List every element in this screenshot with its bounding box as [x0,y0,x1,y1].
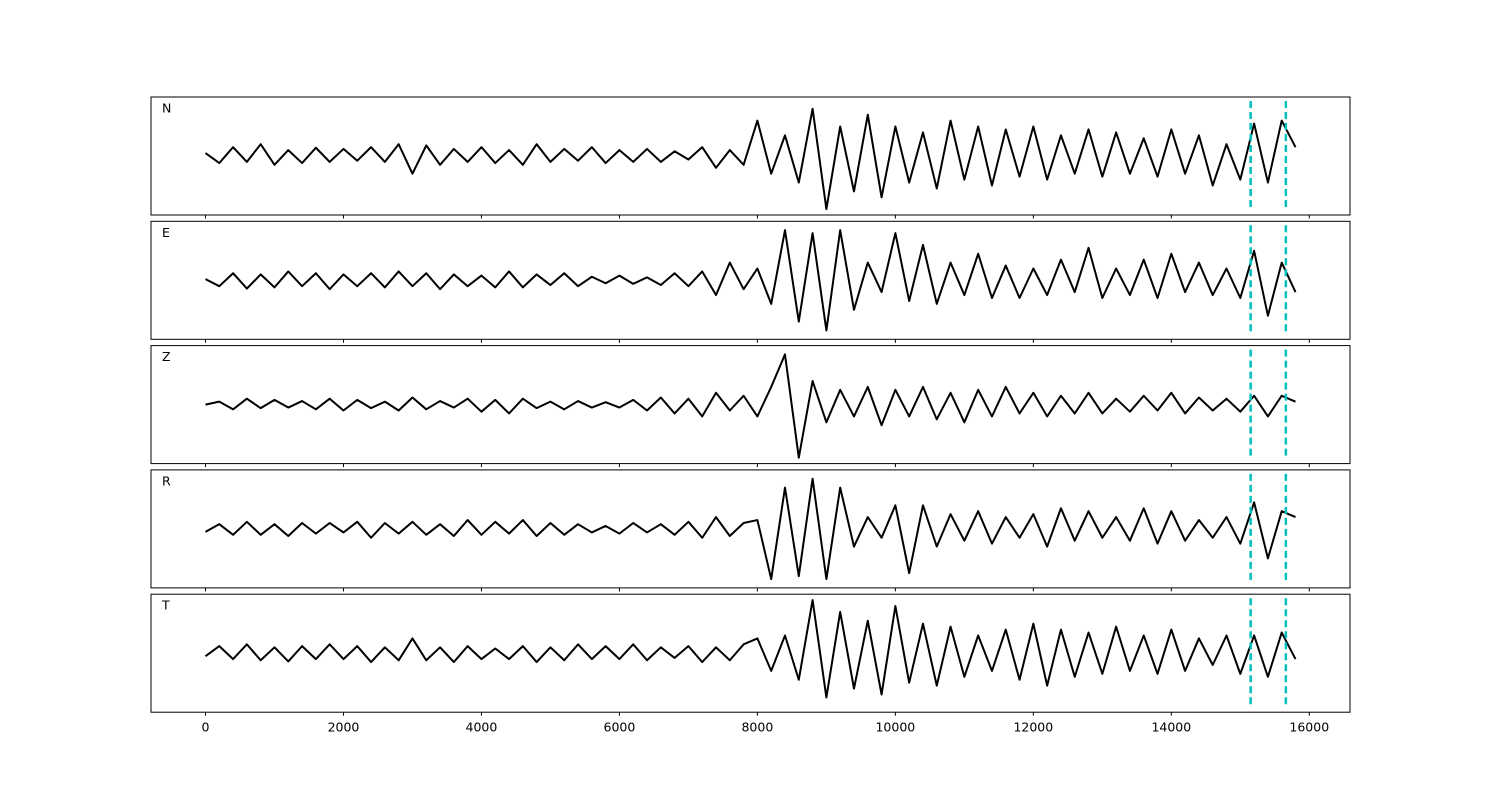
x-tick-label: 4000 [466,720,498,735]
x-tick-label: 16000 [1289,720,1329,735]
panel-frame [150,593,1351,713]
x-tick-label: 6000 [604,720,636,735]
trace-line [204,107,1297,211]
trace-line [205,477,1296,581]
x-tick-label: 14000 [1151,720,1191,735]
panel-label: E [162,225,170,240]
panel-frame [150,345,1351,465]
trace-line [205,353,1296,459]
trace-line [205,229,1297,332]
panel-frame [150,469,1351,589]
x-tick-label: 8000 [741,720,773,735]
panel-label: Z [162,349,171,364]
panel-label: T [161,598,170,613]
x-tick-label: 2000 [328,720,360,735]
x-tick-label: 10000 [875,720,915,735]
panel-frame [150,96,1351,216]
x-tick-label: 12000 [1013,720,1053,735]
panel-frame [150,220,1351,340]
trace-line [204,599,1297,699]
panel-label: R [162,473,171,488]
panel-label: N [162,101,171,116]
x-tick-label: 0 [202,720,210,735]
